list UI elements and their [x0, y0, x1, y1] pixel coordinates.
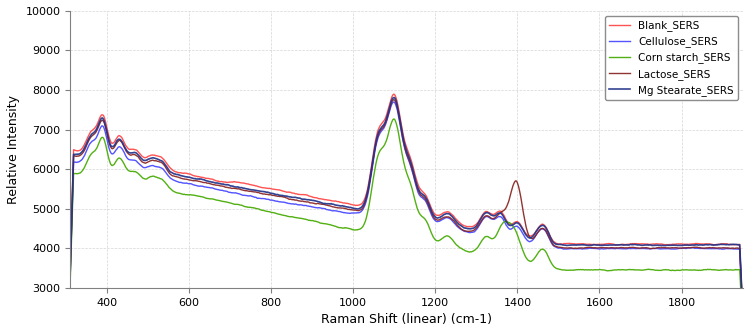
Corn starch_SERS [66, 279, 75, 283]
Mg Stearate_SERS [66, 269, 75, 273]
Lactose_SERS [155, 160, 164, 164]
Line: Cellulose_SERS: Cellulose_SERS [70, 102, 743, 322]
Lactose_SERS [420, 196, 429, 200]
Y-axis label: Relative Intensity: Relative Intensity [7, 95, 20, 204]
Cellulose_SERS [739, 320, 748, 324]
Corn starch_SERS [433, 239, 442, 243]
Lactose_SERS [292, 198, 302, 202]
Lactose_SERS [389, 98, 398, 102]
X-axis label: Raman Shift (linear) (cm-1): Raman Shift (linear) (cm-1) [321, 313, 492, 326]
Mg Stearate_SERS [433, 216, 442, 220]
Mg Stearate_SERS [179, 174, 188, 178]
Cellulose_SERS [179, 181, 188, 185]
Corn starch_SERS [292, 216, 302, 220]
Line: Mg Stearate_SERS: Mg Stearate_SERS [70, 98, 743, 319]
Cellulose_SERS [358, 209, 367, 213]
Mg Stearate_SERS [155, 158, 164, 162]
Blank_SERS [66, 266, 75, 270]
Mg Stearate_SERS [358, 205, 367, 209]
Blank_SERS [389, 92, 398, 96]
Line: Corn starch_SERS: Corn starch_SERS [70, 119, 743, 333]
Cellulose_SERS [292, 202, 302, 206]
Blank_SERS [155, 155, 164, 159]
Mg Stearate_SERS [420, 194, 429, 198]
Line: Lactose_SERS: Lactose_SERS [70, 100, 743, 321]
Corn starch_SERS [389, 117, 398, 121]
Lactose_SERS [66, 269, 75, 273]
Cellulose_SERS [155, 165, 164, 169]
Cellulose_SERS [433, 219, 442, 223]
Lactose_SERS [358, 207, 367, 211]
Corn starch_SERS [155, 176, 164, 180]
Lactose_SERS [739, 319, 748, 323]
Blank_SERS [179, 171, 188, 175]
Corn starch_SERS [420, 216, 429, 220]
Blank_SERS [739, 317, 748, 321]
Blank_SERS [420, 191, 429, 195]
Corn starch_SERS [358, 225, 367, 229]
Blank_SERS [433, 213, 442, 217]
Cellulose_SERS [420, 197, 429, 201]
Corn starch_SERS [739, 331, 748, 333]
Cellulose_SERS [389, 100, 398, 104]
Blank_SERS [292, 192, 302, 196]
Blank_SERS [358, 201, 367, 205]
Line: Blank_SERS: Blank_SERS [70, 94, 743, 319]
Lactose_SERS [433, 218, 442, 222]
Mg Stearate_SERS [389, 96, 398, 100]
Mg Stearate_SERS [739, 317, 748, 321]
Corn starch_SERS [179, 192, 188, 196]
Cellulose_SERS [66, 273, 75, 277]
Legend: Blank_SERS, Cellulose_SERS, Corn starch_SERS, Lactose_SERS, Mg Stearate_SERS: Blank_SERS, Cellulose_SERS, Corn starch_… [604, 16, 738, 100]
Mg Stearate_SERS [292, 196, 302, 200]
Lactose_SERS [179, 177, 188, 181]
